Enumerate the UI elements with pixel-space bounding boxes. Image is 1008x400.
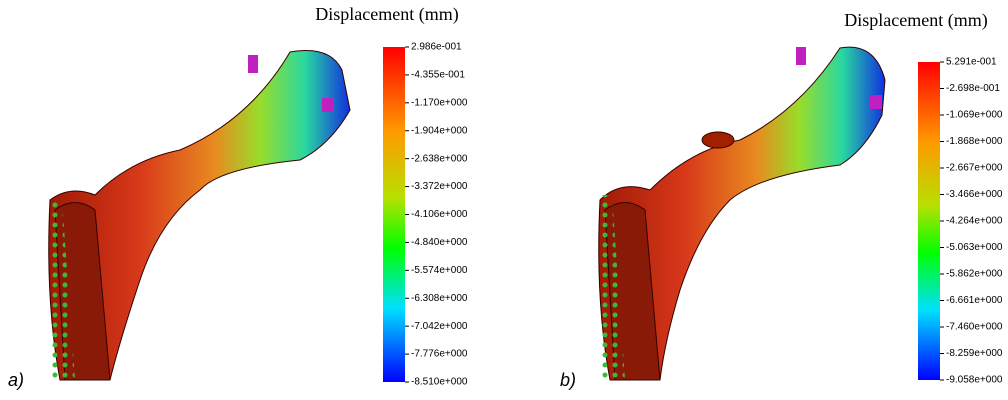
- colorbar-label: -8.259e+000: [946, 348, 1003, 359]
- model-a: [48, 50, 350, 380]
- colorbar-label: -4.840e+000: [411, 237, 468, 248]
- colorbar-label: -4.264e+000: [946, 216, 1003, 227]
- colorbar: [383, 47, 405, 382]
- colorbar-label: -1.069e+000: [946, 110, 1003, 121]
- colorbar-label: -4.106e+000: [411, 209, 468, 220]
- colorbar-label: -2.638e+000: [411, 153, 468, 164]
- colorbar-label: -1.904e+000: [411, 125, 468, 136]
- colorbar-label: 2.986e-001: [411, 42, 462, 53]
- legend-title: Displacement (mm): [315, 4, 458, 25]
- panel-label: a): [8, 370, 24, 390]
- colorbar-label: -2.698e-001: [946, 83, 1000, 94]
- model-b: [598, 47, 885, 380]
- colorbar-label: -4.355e-001: [411, 70, 465, 81]
- colorbar-label: -9.058e+000: [946, 375, 1003, 386]
- colorbar-label: -7.042e+000: [411, 321, 468, 332]
- panel-label: b): [560, 370, 576, 390]
- figure: Displacement (mm) 2.986e-001 -4.355e-001 -1…: [0, 0, 1008, 400]
- colorbar-label: 5.291e-001: [946, 57, 997, 68]
- colorbar-label: -3.466e+000: [946, 189, 1003, 200]
- colorbar-label: -7.776e+000: [411, 349, 468, 360]
- colorbar-label: -7.460e+000: [946, 322, 1003, 333]
- colorbar-label: -2.667e+000: [946, 163, 1003, 174]
- colorbar-label: -3.372e+000: [411, 181, 468, 192]
- colorbar-label: -1.868e+000: [946, 136, 1003, 147]
- colorbar: [918, 62, 940, 380]
- colorbar-label: -5.862e+000: [946, 269, 1003, 280]
- colorbar-label: -1.170e+000: [411, 97, 468, 108]
- colorbar-label: -5.574e+000: [411, 265, 468, 276]
- colorbar-label: -5.063e+000: [946, 242, 1003, 253]
- legend-title: Displacement (mm): [844, 10, 987, 31]
- colorbar-label: -8.510e+000: [411, 377, 468, 388]
- colorbar-label: -6.661e+000: [946, 295, 1003, 306]
- colorbar-label: -6.308e+000: [411, 293, 468, 304]
